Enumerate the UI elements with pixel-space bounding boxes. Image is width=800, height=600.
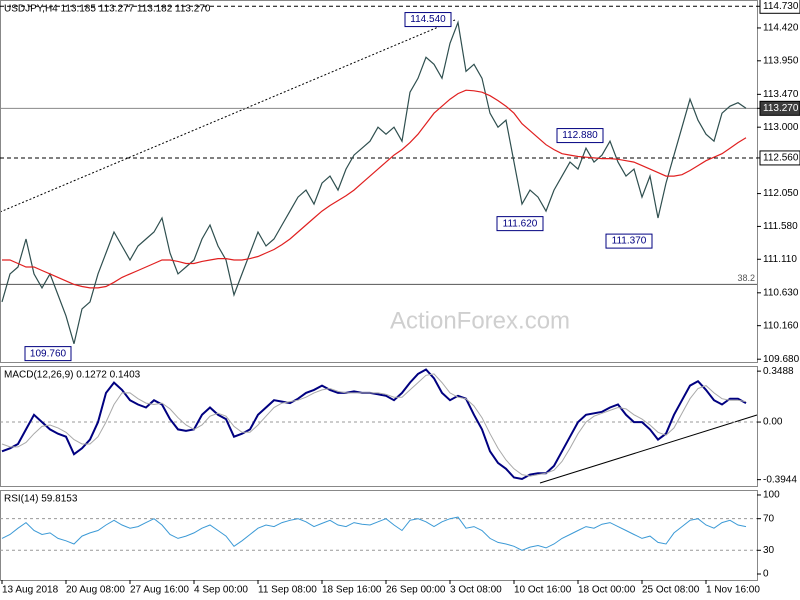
fib-label: 38.2 (737, 273, 755, 283)
y-tick-label: 70 (763, 513, 775, 524)
annotation-label: 114.540 (410, 14, 446, 25)
y-tick-label: -0.3944 (763, 474, 797, 485)
price-box (759, 150, 800, 166)
y-tick-label: 114.420 (763, 23, 799, 34)
y-tick-label: 113.270 (763, 103, 799, 114)
panel-title: USDJPY,H4 113.185 113.277 113.182 113.27… (4, 4, 211, 15)
y-tick-label: 113.470 (763, 89, 799, 100)
annotation-label: 109.760 (30, 348, 67, 359)
x-tick-label: 3 Oct 08:00 (450, 585, 502, 596)
annotation-label: 111.370 (612, 236, 647, 247)
price-box (759, 0, 800, 14)
series-line (1, 516, 747, 551)
y-tick-label: 110.630 (763, 287, 799, 298)
panel-frame (0, 490, 758, 581)
y-tick-label: 111.110 (763, 254, 797, 265)
y-tick-label: 30 (763, 545, 775, 556)
annotation-box (605, 233, 653, 249)
x-tick-label: 26 Sep 00:00 (386, 585, 446, 596)
y-tick-label: 114.730 (763, 1, 799, 12)
panel-frame (0, 366, 758, 487)
x-tick-label: 11 Sep 08:00 (258, 585, 317, 596)
y-tick-label: 110.160 (763, 320, 799, 331)
y-tick-label: 100 (763, 490, 780, 501)
series-line (1, 373, 747, 477)
y-tick-label: 0.3488 (763, 366, 794, 377)
y-tick-label: 112.560 (763, 153, 799, 164)
panel-title: RSI(14) 59.8153 (4, 494, 78, 505)
series-line (2, 89, 747, 289)
x-tick-label: 18 Sep 16:00 (322, 585, 382, 596)
x-tick-label: 20 Aug 08:00 (66, 585, 125, 596)
panel-frame (0, 0, 758, 363)
x-tick-label: 1 Nov 16:00 (706, 585, 760, 596)
y-tick-label: 113.950 (763, 55, 799, 66)
y-tick-label: 113.000 (763, 122, 799, 133)
x-tick-label: 27 Aug 16:00 (130, 585, 189, 596)
series-line (1, 20, 747, 344)
y-tick-label: 0.00 (763, 417, 783, 428)
panel-title: MACD(12,26,9) 0.1272 0.1403 (4, 370, 141, 381)
annotation-box (496, 216, 544, 232)
macd-trend-line (539, 414, 758, 484)
series-line (1, 368, 747, 481)
x-tick-label: 25 Oct 08:00 (642, 585, 700, 596)
annotation-label: 112.880 (562, 130, 598, 141)
y-tick-label: 112.050 (763, 188, 799, 199)
annotation-box (24, 346, 72, 362)
annotation-box (556, 128, 604, 144)
y-tick-label: 109.680 (763, 354, 800, 365)
x-tick-label: 13 Aug 2018 (2, 585, 59, 596)
x-tick-label: 4 Sep 00:00 (194, 585, 248, 596)
x-tick-label: 10 Oct 16:00 (514, 585, 572, 596)
y-tick-label: 111.580 (763, 221, 798, 232)
price-box (759, 100, 800, 116)
y-tick-label: 0 (763, 569, 769, 580)
annotation-box (404, 12, 452, 28)
watermark: ActionForex.com (390, 307, 570, 334)
annotation-label: 111.620 (503, 218, 538, 229)
x-tick-label: 18 Oct 00:00 (578, 585, 636, 596)
